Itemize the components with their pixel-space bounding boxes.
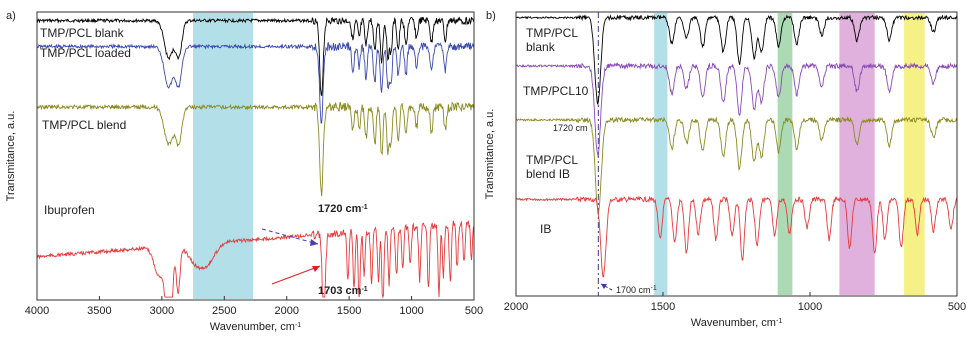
x-tick-label: 1000: [399, 305, 423, 317]
annotation-arrowhead: [310, 239, 318, 246]
plot-frame: [36, 11, 475, 301]
series-label: TMP/PCL10: [523, 84, 589, 98]
y-axis-label: Transmitance, a.u.: [484, 109, 496, 200]
spectrum-line: [515, 14, 958, 106]
panel-label: b): [486, 10, 496, 22]
x-axis-label-sup: -1: [776, 318, 782, 325]
series-label: TMP/PCL blank: [40, 26, 125, 40]
peak-annotation: 1700 cm-1: [616, 285, 657, 296]
x-tick-label: 500: [948, 301, 966, 313]
spectrum-line: [515, 62, 958, 157]
spectrum-line: [515, 195, 958, 278]
spectra: [515, 14, 958, 278]
x-tick-label: 2500: [212, 305, 236, 317]
x-axis-label: Wavenumber, cm-1: [691, 317, 783, 329]
peak-annotations: 1720 cm-1 1703 cm-1: [261, 203, 368, 297]
peak-annotation: 1720 cm: [553, 123, 588, 133]
peak-annotations: 1720 cm 1700 cm-1: [553, 123, 657, 295]
annotation-arrow: [271, 265, 321, 285]
spectrum-line: [37, 16, 475, 97]
x-tick-label: 2000: [274, 305, 298, 317]
series-label-line2: blank: [526, 40, 556, 54]
x-tick-label: 3500: [87, 305, 111, 317]
spectrum-line: [36, 220, 475, 299]
highlight-bands: [654, 13, 925, 295]
highlight-band: [654, 13, 668, 295]
highlight-band: [839, 13, 875, 295]
panel-label: a): [6, 10, 16, 22]
x-axis-ticks: 4000 3500 3000 2500 2000 1500 1000 500: [25, 296, 483, 317]
x-tick-label: 2000: [504, 301, 528, 313]
plot-frame: [515, 11, 958, 297]
spectrum-line: [36, 101, 475, 197]
x-axis-label-sup: -1: [295, 322, 301, 329]
x-axis-label: Wavenumber, cm-1: [210, 321, 302, 333]
highlight-bands: [193, 13, 254, 299]
highlight-band: [777, 13, 793, 295]
panel-b: 2000 1500 1000 500 b) Transmitance, a.u. Wa…: [484, 10, 966, 329]
series-label-line2: blend IB: [526, 167, 570, 181]
x-axis-ticks: 2000 1500 1000 500: [504, 292, 966, 313]
y-axis-label: Transmitance, a.u.: [5, 111, 17, 202]
series-label: TMP/PCL loaded: [40, 46, 131, 60]
x-tick-label: 1500: [651, 301, 675, 313]
series-label: Ibuprofen: [44, 203, 95, 217]
annotation-arrowhead: [312, 266, 320, 272]
peak-annotation: 1703 cm-1: [318, 285, 368, 297]
x-tick-label: 4000: [25, 305, 49, 317]
spectra: [36, 16, 475, 299]
series-labels: TMP/PCL blank TMP/PCL loaded TMP/PCL blend…: [40, 26, 131, 217]
series-label: TMP/PCL blend: [42, 118, 126, 132]
x-tick-label: 500: [465, 305, 483, 317]
x-tick-label: 3000: [150, 305, 174, 317]
series-label: IB: [540, 222, 551, 236]
spectrum-line: [515, 116, 958, 215]
annotation-arrow: [261, 228, 319, 245]
panel-a: 4000 3500 3000 2500 2000 1500 1000 500 a) Trans…: [5, 10, 483, 333]
series-label: TMP/PCL: [526, 26, 578, 40]
x-tick-label: 1000: [798, 301, 822, 313]
x-axis-label-text: Wavenumber, cm: [691, 317, 776, 329]
series-label: TMP/PCL: [526, 153, 578, 167]
highlight-band: [193, 13, 254, 299]
x-tick-label: 1500: [337, 305, 361, 317]
highlight-band: [904, 13, 925, 295]
x-axis-label-text: Wavenumber, cm: [210, 321, 295, 333]
peak-annotation: 1720 cm-1: [318, 203, 368, 215]
spectrum-line: [36, 41, 475, 124]
annotation-arrowhead: [601, 284, 607, 289]
